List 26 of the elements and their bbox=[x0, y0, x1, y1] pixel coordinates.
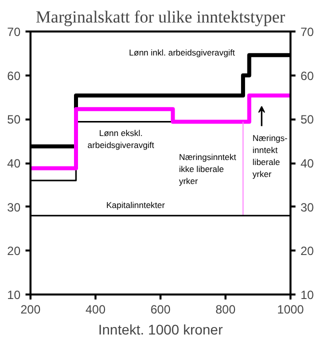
y2-tick-label: 70 bbox=[300, 25, 314, 39]
x-axis-title: Inntekt. 1000 kroner bbox=[98, 322, 224, 338]
y-tick-label: 60 bbox=[7, 68, 21, 83]
y-tick-label: 10 bbox=[7, 288, 21, 302]
y2-tick-label: 60 bbox=[300, 68, 314, 83]
x-tick-label: 400 bbox=[85, 302, 106, 316]
y-tick-label: 50 bbox=[7, 112, 21, 127]
x-tick-label: 600 bbox=[150, 302, 171, 316]
y-tick-label: 40 bbox=[7, 156, 21, 170]
chart-title: Marginalskatt for ulike inntektstyper bbox=[36, 8, 286, 26]
y2-tick-label: 50 bbox=[300, 112, 314, 127]
y2-tick-label: 20 bbox=[300, 244, 314, 258]
annotation: Lønn inkl. arbeidsgiveravgift bbox=[129, 48, 236, 58]
x-tick-label: 800 bbox=[215, 302, 236, 316]
y2-tick-label: 40 bbox=[300, 156, 314, 170]
y-tick-label: 70 bbox=[7, 25, 21, 39]
y-tick-label: 30 bbox=[7, 200, 21, 214]
annotation: Næringsinntekt ikke liberale yrker bbox=[178, 152, 237, 186]
x-tick-label: 1000 bbox=[277, 302, 304, 316]
annotation: Lønn ekskl. arbeidsgiveravgift bbox=[88, 128, 155, 150]
y2-tick-label: 10 bbox=[300, 288, 314, 302]
annotation: Nærings- inntekt liberale yrker bbox=[252, 132, 288, 179]
y-tick-label: 20 bbox=[7, 244, 21, 258]
x-tick-label: 200 bbox=[20, 302, 41, 316]
annotation: Kapitalinntekter bbox=[106, 200, 166, 210]
y2-tick-label: 30 bbox=[300, 200, 314, 214]
